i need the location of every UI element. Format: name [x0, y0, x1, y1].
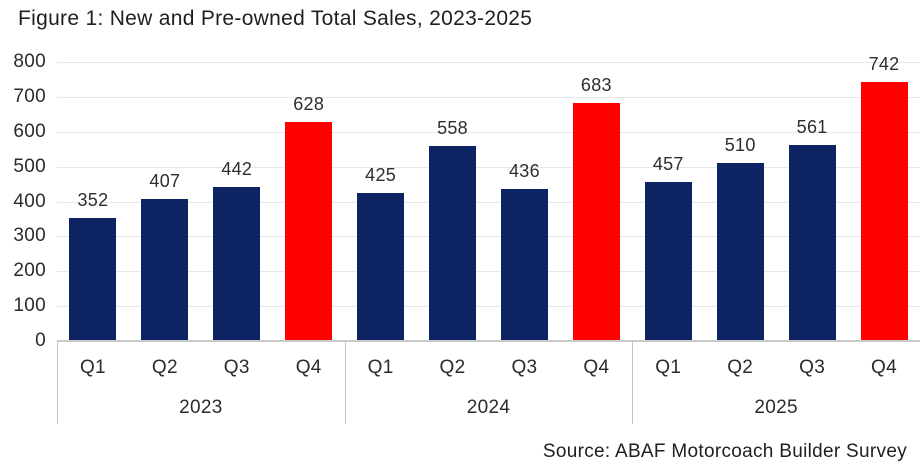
quarter-tick-label: Q3 — [799, 357, 826, 378]
y-tick-label: 0 — [35, 330, 46, 351]
bar-2024-Q3 — [500, 188, 548, 341]
gridline — [57, 131, 920, 133]
year-group-separator — [344, 341, 346, 424]
quarter-tick-label: Q2 — [439, 357, 466, 378]
figure-title: Figure 1: New and Pre-owned Total Sales,… — [18, 7, 533, 30]
y-tick-label: 500 — [13, 155, 46, 177]
quarter-tick-label: Q4 — [583, 357, 610, 378]
y-tick-label: 300 — [13, 225, 46, 247]
bar-value-label: 558 — [437, 118, 468, 139]
year-group-separator — [632, 341, 634, 424]
y-tick-label: 200 — [13, 260, 46, 282]
quarter-tick-label: Q4 — [295, 357, 322, 378]
quarter-tick-label: Q4 — [871, 357, 897, 378]
y-tick-label: 800 — [13, 51, 46, 72]
bar-value-label: 457 — [652, 153, 684, 174]
bar-2023-Q2 — [141, 199, 189, 341]
bar-value-label: 352 — [77, 190, 109, 211]
bar-2023-Q1 — [69, 218, 117, 341]
y-tick-label: 600 — [13, 120, 46, 142]
gridline — [57, 201, 920, 203]
gridline — [57, 166, 920, 168]
bar-value-label: 442 — [221, 158, 253, 179]
x-axis-line — [57, 340, 920, 342]
quarter-tick-label: Q1 — [655, 357, 682, 378]
bar-2025-Q4 — [860, 82, 908, 341]
y-tick-label: 100 — [13, 295, 46, 317]
gridline — [57, 96, 920, 98]
bar-2025-Q1 — [644, 181, 692, 341]
quarter-tick-label: Q1 — [79, 357, 106, 378]
quarter-tick-label: Q3 — [511, 357, 538, 378]
quarter-tick-label: Q3 — [223, 357, 250, 378]
bar-value-label: 561 — [796, 117, 828, 138]
bar-2023-Q4 — [285, 121, 333, 341]
year-tick-label: 2024 — [466, 397, 511, 418]
year-tick-label: 2025 — [754, 397, 798, 418]
bar-value-label: 742 — [868, 54, 900, 75]
quarter-tick-label: Q2 — [151, 357, 178, 378]
y-tick-label: 400 — [13, 190, 46, 212]
gridline — [57, 62, 920, 63]
bar-value-label: 628 — [293, 93, 325, 114]
quarter-tick-label: Q1 — [367, 357, 394, 378]
gridline — [57, 306, 920, 308]
gridline — [57, 236, 920, 238]
bar-2025-Q2 — [716, 163, 764, 341]
bar-value-label: 425 — [365, 164, 397, 185]
quarter-tick-label: Q2 — [727, 357, 754, 378]
source-note: Source: ABAF Motorcoach Builder Survey — [542, 441, 907, 462]
y-tick-label: 700 — [13, 85, 46, 107]
year-tick-label: 2023 — [179, 397, 223, 418]
bar-value-label: 683 — [580, 74, 612, 95]
bar-2024-Q1 — [357, 192, 405, 341]
bar-value-label: 407 — [149, 171, 181, 192]
bar-2025-Q3 — [788, 145, 836, 341]
bar-2023-Q3 — [213, 186, 261, 341]
bar-value-label: 510 — [724, 135, 756, 156]
year-group-separator — [57, 341, 58, 424]
gridline — [57, 271, 920, 273]
bar-2024-Q4 — [572, 102, 620, 341]
bar-2024-Q2 — [429, 146, 477, 341]
bar-value-label: 436 — [508, 160, 540, 181]
